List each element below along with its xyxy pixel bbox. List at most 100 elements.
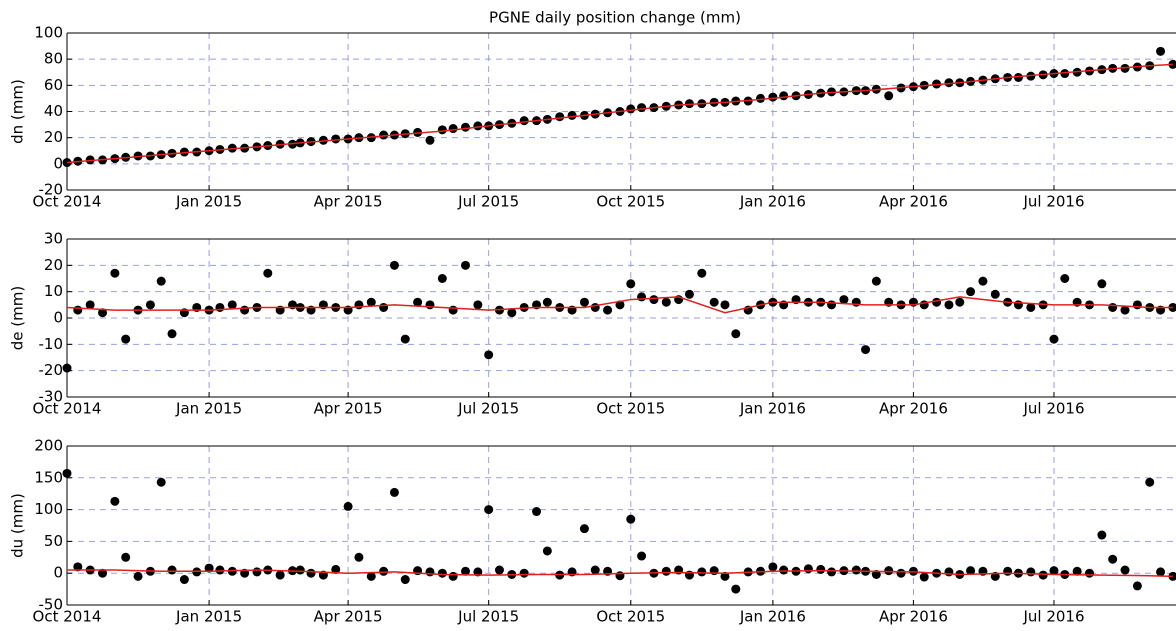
data-point bbox=[1108, 554, 1118, 564]
data-point bbox=[919, 572, 929, 582]
y-axis-label: du (mm) bbox=[9, 493, 27, 558]
data-point bbox=[1003, 566, 1013, 576]
data-point bbox=[379, 130, 389, 140]
x-tick-label: Apr 2016 bbox=[879, 193, 948, 211]
data-point bbox=[167, 329, 177, 339]
y-tick-label: 60 bbox=[44, 76, 63, 94]
data-point bbox=[331, 134, 341, 144]
data-point bbox=[919, 300, 929, 310]
data-point bbox=[1049, 566, 1059, 576]
data-point bbox=[768, 562, 778, 572]
data-point bbox=[827, 300, 837, 310]
data-point bbox=[579, 524, 589, 534]
data-point bbox=[871, 569, 881, 579]
data-point bbox=[354, 552, 364, 562]
x-tick-label: Oct 2014 bbox=[33, 400, 102, 418]
data-point bbox=[400, 575, 410, 585]
data-point bbox=[275, 570, 285, 580]
data-point bbox=[110, 496, 120, 506]
data-point bbox=[437, 125, 447, 135]
data-point bbox=[1049, 334, 1059, 344]
x-tick-label: Oct 2015 bbox=[596, 608, 665, 626]
data-point bbox=[366, 297, 376, 307]
data-point bbox=[215, 302, 225, 312]
data-point bbox=[167, 565, 177, 575]
data-point bbox=[354, 300, 364, 310]
y-tick-label: 40 bbox=[44, 102, 63, 120]
data-point bbox=[1097, 530, 1107, 540]
data-point bbox=[263, 268, 273, 278]
data-point bbox=[861, 345, 871, 355]
data-point bbox=[413, 297, 423, 307]
data-point bbox=[1108, 302, 1118, 312]
x-tick-label: Apr 2016 bbox=[879, 608, 948, 626]
data-point bbox=[871, 276, 881, 286]
data-point bbox=[240, 305, 250, 315]
data-point bbox=[473, 300, 483, 310]
data-point bbox=[1060, 274, 1070, 283]
data-point bbox=[851, 297, 861, 307]
data-point bbox=[709, 297, 719, 307]
data-point bbox=[542, 297, 552, 307]
y-axis-label: de (mm) bbox=[9, 286, 27, 350]
y-tick-label: 10 bbox=[44, 282, 63, 300]
data-point bbox=[626, 514, 636, 524]
data-point bbox=[507, 308, 517, 318]
data-point bbox=[615, 300, 625, 310]
x-tick-label: Oct 2014 bbox=[33, 193, 102, 211]
data-point bbox=[519, 568, 529, 578]
y-tick-label: 30 bbox=[44, 230, 63, 248]
data-point bbox=[437, 568, 447, 578]
data-point bbox=[121, 334, 131, 344]
data-point bbox=[425, 135, 435, 145]
data-point bbox=[389, 487, 399, 497]
data-point bbox=[425, 300, 435, 310]
data-point bbox=[400, 334, 410, 344]
x-tick-label: Jan 2015 bbox=[175, 400, 242, 418]
x-tick-label: Jul 2016 bbox=[1022, 193, 1084, 211]
data-point bbox=[1026, 567, 1036, 577]
data-point bbox=[944, 78, 954, 88]
x-tick-label: Jul 2015 bbox=[457, 193, 519, 211]
data-point bbox=[1156, 46, 1166, 56]
data-point bbox=[779, 565, 789, 575]
data-point bbox=[133, 571, 143, 581]
x-tick-label: Jul 2016 bbox=[1022, 400, 1084, 418]
x-tick-label: Jan 2016 bbox=[739, 400, 806, 418]
data-point bbox=[62, 363, 72, 373]
chart-title: PGNE daily position change (mm) bbox=[489, 9, 741, 27]
y-tick-label: 80 bbox=[44, 50, 63, 68]
data-point bbox=[661, 297, 671, 307]
data-point bbox=[839, 295, 849, 305]
data-point bbox=[331, 564, 341, 574]
x-tick-label: Oct 2015 bbox=[596, 193, 665, 211]
data-point bbox=[1072, 566, 1082, 576]
data-point bbox=[389, 260, 399, 270]
data-point bbox=[720, 571, 730, 581]
x-tick-label: Jul 2016 bbox=[1022, 608, 1084, 626]
data-point bbox=[731, 329, 741, 339]
data-point bbox=[73, 305, 83, 315]
data-point bbox=[484, 350, 494, 360]
trend-line bbox=[66, 63, 1173, 164]
data-point bbox=[227, 300, 237, 310]
data-point bbox=[1132, 581, 1142, 591]
data-point bbox=[1145, 477, 1155, 487]
data-point bbox=[816, 564, 826, 574]
data-point bbox=[379, 566, 389, 576]
data-point bbox=[579, 297, 589, 307]
data-point bbox=[306, 568, 316, 578]
data-point bbox=[884, 91, 894, 101]
y-tick-label: -30 bbox=[39, 388, 64, 406]
x-tick-label: Apr 2015 bbox=[314, 193, 383, 211]
data-point bbox=[62, 468, 72, 478]
x-tick-label: Oct 2014 bbox=[33, 608, 102, 626]
data-point bbox=[555, 112, 565, 122]
data-point bbox=[756, 93, 766, 103]
data-point bbox=[366, 571, 376, 581]
data-point bbox=[720, 300, 730, 310]
data-point bbox=[567, 110, 577, 120]
x-tick-label: Jul 2015 bbox=[457, 400, 519, 418]
data-point bbox=[1060, 69, 1070, 79]
